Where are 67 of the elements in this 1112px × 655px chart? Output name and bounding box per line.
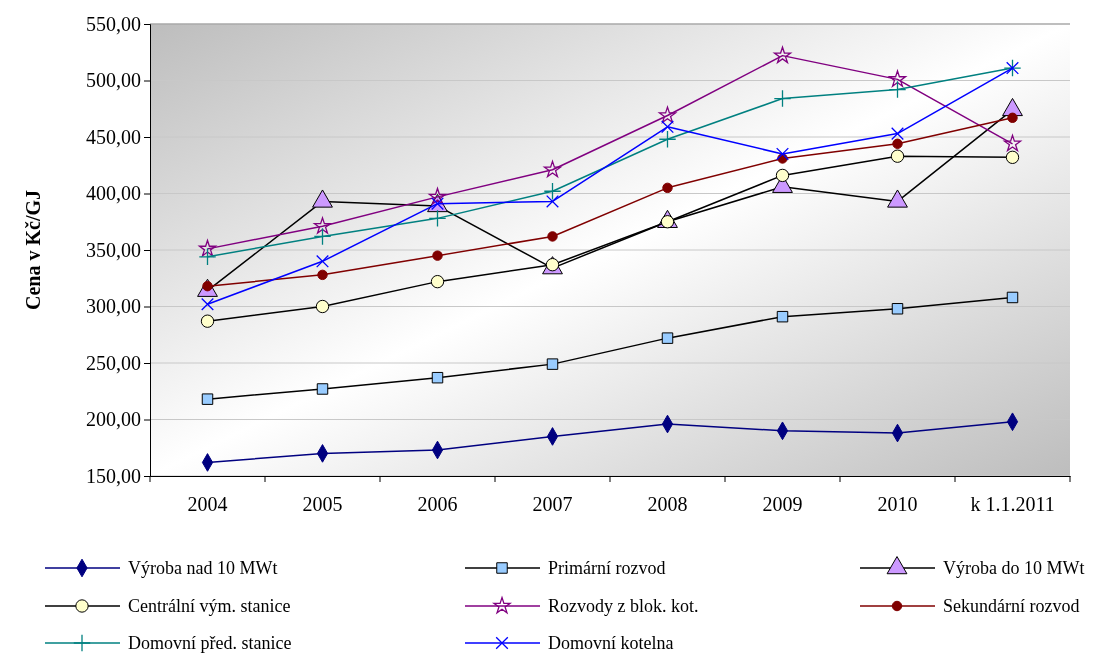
point xyxy=(888,80,907,99)
legend-label: Výroba do 10 MWt xyxy=(943,558,1085,578)
point xyxy=(428,209,447,228)
point xyxy=(315,299,330,314)
x-tick-label: 2004 xyxy=(187,493,228,515)
point xyxy=(546,194,559,208)
point xyxy=(658,106,677,124)
point xyxy=(198,247,217,266)
point xyxy=(776,147,789,161)
point xyxy=(201,297,214,311)
x-tick-label: 2007 xyxy=(532,493,573,515)
point xyxy=(892,138,903,149)
y-tick-label: 450,00 xyxy=(86,125,141,148)
point xyxy=(1005,150,1020,165)
point xyxy=(546,358,559,370)
legend-label: Sekundární rozvod xyxy=(943,596,1080,616)
y-axis-title: Cena v Kč/GJ xyxy=(22,190,44,310)
legend-label: Výroba nad 10 MWt xyxy=(128,558,278,578)
point xyxy=(891,303,904,315)
x-tick-label: 2009 xyxy=(762,493,803,515)
y-tick-label: 300,00 xyxy=(86,295,141,318)
point xyxy=(200,314,215,328)
point xyxy=(313,217,332,234)
point xyxy=(662,182,673,194)
y-tick-label: 550,00 xyxy=(86,12,141,35)
y-tick-label: 400,00 xyxy=(86,182,141,205)
point xyxy=(432,250,443,261)
legend-label: Rozvody z blok. kot. xyxy=(548,596,699,616)
point xyxy=(430,274,445,289)
point xyxy=(661,332,674,344)
y-tick-label: 200,00 xyxy=(86,408,141,431)
x-tick-label: 2008 xyxy=(647,493,688,515)
point xyxy=(547,231,558,242)
x-tick-label: 2005 xyxy=(302,493,343,515)
legend-label: Centrální vým. stanice xyxy=(128,596,291,616)
point xyxy=(891,127,904,141)
point xyxy=(431,371,444,384)
point xyxy=(775,168,790,183)
point xyxy=(773,89,792,108)
point xyxy=(888,70,907,87)
x-tick-label: k 1.1.2011 xyxy=(970,493,1055,515)
point xyxy=(1006,291,1019,304)
x-tick-label: 2006 xyxy=(417,493,458,515)
point xyxy=(1007,112,1018,123)
point xyxy=(317,269,328,281)
point xyxy=(543,182,562,201)
point xyxy=(198,239,217,257)
x-tick-label: 2010 xyxy=(877,493,918,515)
point xyxy=(316,383,329,395)
legend-label: Domovní před. stanice xyxy=(128,633,292,653)
point xyxy=(1003,134,1022,152)
point xyxy=(661,120,674,134)
point xyxy=(773,46,792,64)
y-tick-label: 500,00 xyxy=(86,69,141,92)
point xyxy=(658,130,677,149)
point xyxy=(316,254,329,268)
point xyxy=(201,393,214,405)
legend-label: Domovní kotelna xyxy=(548,633,674,653)
y-tick-label: 350,00 xyxy=(86,238,141,261)
y-tick-label: 250,00 xyxy=(86,351,141,374)
legend-label: Primární rozvod xyxy=(548,558,666,578)
point xyxy=(776,310,789,323)
point xyxy=(313,227,332,246)
point xyxy=(890,149,905,163)
point xyxy=(543,160,562,178)
y-tick-label: 150,00 xyxy=(86,464,141,487)
point xyxy=(428,187,447,205)
